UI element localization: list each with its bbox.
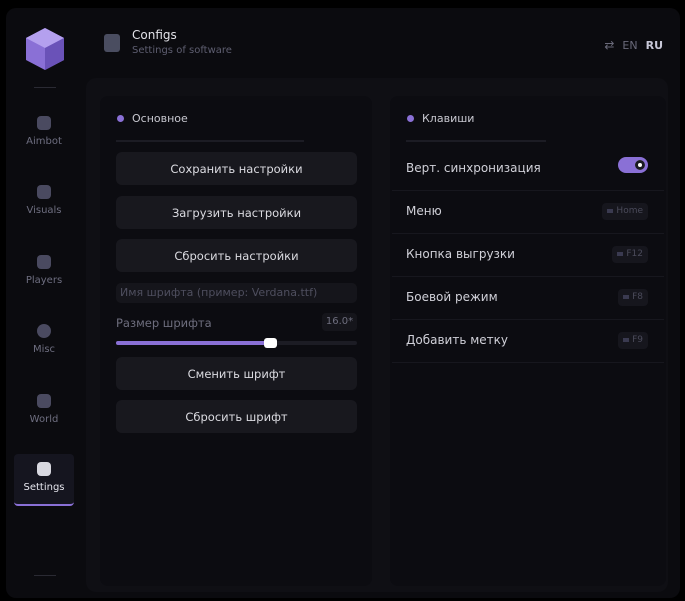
row-label: Боевой режим [406,290,498,304]
keybind-button[interactable]: F8 [618,289,648,306]
row-label: Кнопка выгрузки [406,247,515,261]
load-settings-button[interactable]: Загрузить настройки [116,196,357,229]
logo-icon [26,28,64,70]
vr-glasses-icon [37,185,51,199]
font-size-value[interactable]: 16.0* [322,313,357,331]
sidebar-item-aimbot[interactable]: Aimbot [14,108,74,160]
font-name-input[interactable]: Имя шрифта (пример: Verdana.ttf) [116,283,357,303]
chat-icon [37,324,51,338]
divider [34,87,56,88]
section-title: Клавиши [422,112,475,125]
combat-key-row: Боевой режим F8 [392,277,664,320]
briefcase-icon [37,394,51,408]
skull-icon [37,116,51,130]
label: Misc [32,344,56,355]
slider-handle[interactable] [264,338,278,348]
row-label: Добавить метку [406,333,508,347]
font-size-label: Размер шрифта [116,316,212,330]
divider [406,140,546,142]
label: Players [25,275,63,286]
label: Settings [23,482,65,493]
label: Aimbot [26,136,62,147]
menu-key-row: Меню Home [392,191,664,234]
row-label: Верт. синхронизация [406,161,541,175]
bullet-icon [117,115,124,122]
keybind-button[interactable]: F9 [618,332,648,349]
divider [34,575,56,576]
page-title: Configs [132,28,177,42]
list-icon [104,34,120,52]
font-size-slider[interactable] [116,338,357,348]
lang-en-button[interactable]: EN [622,38,638,52]
keybind-button[interactable]: F12 [612,246,648,263]
sidebar-item-misc[interactable]: Misc [14,316,74,368]
unload-key-row: Кнопка выгрузки F12 [392,234,664,277]
keybind-button[interactable]: Home [602,203,648,220]
save-settings-button[interactable]: Сохранить настройки [116,152,357,185]
marker-key-row: Добавить метку F9 [392,320,664,363]
sidebar-item-world[interactable]: World [14,386,74,438]
slider-fill [116,341,271,345]
vsync-toggle[interactable] [618,157,648,173]
sidebar-item-settings[interactable]: Settings [14,454,74,506]
sidebar-item-visuals[interactable]: Visuals [14,177,74,229]
divider [116,140,304,142]
lang-ru-button[interactable]: RU [645,38,663,52]
section-keys-header: Клавиши [407,112,474,125]
language-switcher: ⇄ EN RU [604,38,663,52]
users-icon [37,255,51,269]
section-main-header: Основное [117,112,188,125]
reset-font-button[interactable]: Сбросить шрифт [116,400,357,433]
bullet-icon [407,115,414,122]
reset-settings-button[interactable]: Сбросить настройки [116,239,357,272]
label: Visuals [26,205,62,216]
change-font-button[interactable]: Сменить шрифт [116,357,357,390]
sidebar-item-players[interactable]: Players [14,247,74,299]
row-label: Меню [406,204,442,218]
label: World [29,414,59,425]
section-title: Основное [132,112,188,125]
page-subtitle: Settings of software [132,45,232,56]
list-icon [37,462,51,476]
vsync-row: Верт. синхронизация [392,148,664,191]
translate-icon: ⇄ [604,38,615,52]
